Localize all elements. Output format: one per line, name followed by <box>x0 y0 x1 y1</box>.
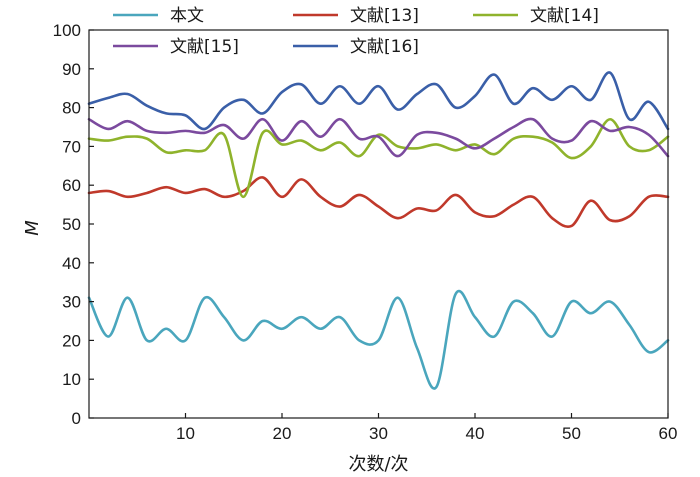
y-tick-label: 80 <box>62 99 81 118</box>
series-line-2 <box>87 176 670 228</box>
x-axis-label: 次数/次 <box>348 454 408 475</box>
x-tick-label: 60 <box>659 424 678 443</box>
y-tick-label: 0 <box>72 409 81 428</box>
y-tick-label: 100 <box>53 21 81 40</box>
legend: 本文 文献[13] 文献[14] 文献[15] 文献[16] <box>113 6 599 57</box>
y-axis-label: M <box>22 220 43 236</box>
ticks-layer: 0 10 20 30 40 50 60 70 80 90 100 10 20 30 40 50 60 <box>53 21 678 443</box>
legend-label-4: 文献[15] <box>170 37 239 57</box>
y-tick-label: 60 <box>62 176 81 195</box>
legend-label-2: 文献[13] <box>350 6 419 26</box>
y-tick-label: 30 <box>62 293 81 312</box>
y-tick-label: 20 <box>62 331 81 350</box>
legend-label-1: 本文 <box>170 6 204 26</box>
x-tick-label: 20 <box>273 424 292 443</box>
y-tick-label: 50 <box>62 215 81 234</box>
series-line-5 <box>87 71 670 131</box>
y-tick-label: 70 <box>62 137 81 156</box>
x-tick-label: 10 <box>176 424 195 443</box>
series-layer <box>87 71 670 390</box>
series-line-3 <box>87 117 670 199</box>
legend-label-3: 文献[14] <box>530 6 599 26</box>
plot-frame <box>88 29 669 419</box>
y-tick-label: 40 <box>62 254 81 273</box>
x-tick-label: 40 <box>466 424 485 443</box>
series-line-1 <box>87 289 670 390</box>
y-tick-label: 10 <box>62 370 81 389</box>
legend-label-5: 文献[16] <box>350 37 419 57</box>
series-line-4 <box>87 117 670 158</box>
y-tick-label: 90 <box>62 60 81 79</box>
x-tick-label: 50 <box>562 424 581 443</box>
x-tick-label: 30 <box>369 424 388 443</box>
